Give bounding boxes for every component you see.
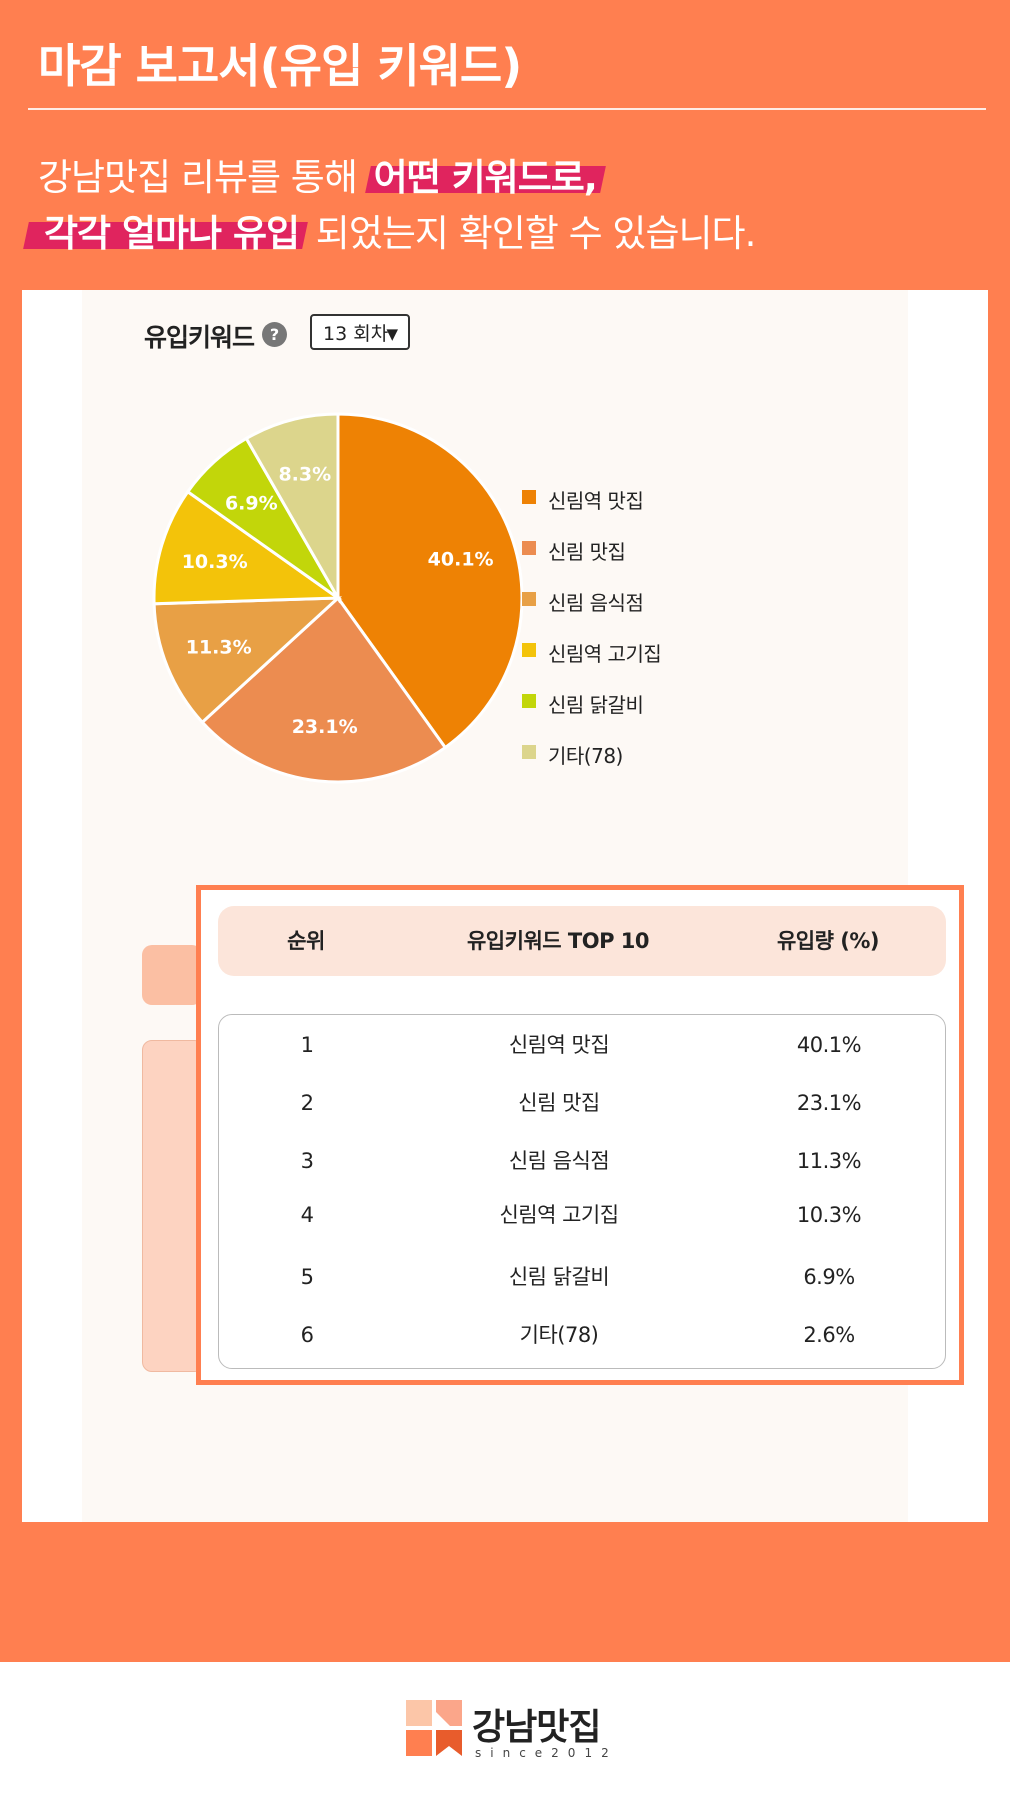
header-keyword: 유입키워드 TOP 10 xyxy=(466,929,650,953)
table-body: 1 신림역 맛집 40.1% 2 신림 맛집 23.1% 3 신림 음식점 11… xyxy=(218,1014,946,1369)
legend-label: 기타(78) xyxy=(548,744,623,768)
pie-slice xyxy=(244,412,340,604)
pie-slice xyxy=(152,596,342,725)
legend-swatch xyxy=(522,643,536,657)
table-row: 3 신림 음식점 11.3% xyxy=(219,1141,945,1181)
row-rank: 1 xyxy=(300,1033,314,1057)
table-deco-page xyxy=(142,1040,204,1372)
legend-swatch xyxy=(522,745,536,759)
table-row: 4 신림역 고기집 10.3% xyxy=(219,1195,945,1235)
round-select[interactable]: 13 회차 ▼ xyxy=(310,314,410,350)
table-row: 1 신림역 맛집 40.1% xyxy=(219,1025,945,1065)
legend-swatch xyxy=(522,592,536,606)
footer: 강남맛집 since2012 xyxy=(0,1662,1010,1800)
pie-slice-label: 6.9% xyxy=(225,493,278,515)
report-title: 마감 보고서(유입 키워드) xyxy=(38,39,522,93)
intro-line-2: 각각 얼마나 유입 되었는지 확인할 수 있습니다. xyxy=(38,206,757,262)
row-rank: 2 xyxy=(300,1091,314,1115)
legend-label: 신림 맛집 xyxy=(548,540,626,564)
row-share: 11.3% xyxy=(796,1149,862,1173)
legend-swatch xyxy=(522,541,536,555)
row-keyword: 신림역 맛집 xyxy=(508,1033,610,1057)
pie-slice xyxy=(152,489,343,606)
brand-name: 강남맛집 xyxy=(472,1707,601,1748)
legend-label: 신림역 고기집 xyxy=(548,642,662,666)
table-row: 5 신림 닭갈비 6.9% xyxy=(219,1257,945,1297)
pie-slice-label: 10.3% xyxy=(182,551,248,573)
brand-tagline: since2012 xyxy=(475,1746,618,1760)
header-divider xyxy=(28,108,986,110)
brand-logo-icon xyxy=(406,1700,462,1756)
row-keyword: 신림역 고기집 xyxy=(499,1203,619,1227)
report-panel: 유입키워드 ? 13 회차 ▼ 40.1% 23.1% 11.3% 10.3% 6.9%… xyxy=(22,290,988,1522)
table-row: 6 기타(78) 2.6% xyxy=(219,1315,945,1355)
intro-line-1-highlight: 어떤 키워드로, xyxy=(368,156,603,199)
chevron-down-icon: ▼ xyxy=(386,325,398,343)
pie-labels: 40.1% 23.1% 11.3% 10.3% 6.9%8.3% xyxy=(182,464,494,739)
header-rank: 순위 xyxy=(287,929,325,953)
row-share: 23.1% xyxy=(796,1091,862,1115)
pie-chart: 40.1% 23.1% 11.3% 10.3% 6.9%8.3% xyxy=(152,412,524,784)
row-share: 2.6% xyxy=(803,1323,855,1347)
pie-slice xyxy=(336,412,524,750)
keyword-label: 유입키워드 xyxy=(144,323,255,352)
intro-line-1: 강남맛집 리뷰를 통해 어떤 키워드로, xyxy=(38,150,755,206)
help-icon[interactable]: ? xyxy=(262,322,287,347)
row-keyword: 신림 맛집 xyxy=(518,1091,600,1115)
table-row: 2 신림 맛집 23.1% xyxy=(219,1083,945,1123)
row-rank: 3 xyxy=(300,1149,314,1173)
row-rank: 5 xyxy=(300,1265,314,1289)
pie-slice-label: 8.3% xyxy=(278,464,331,486)
pie-slice-label: 40.1% xyxy=(428,549,494,571)
intro-line-1-plain: 강남맛집 리뷰를 통해 xyxy=(38,156,368,199)
intro-line-2-plain: 되었는지 확인할 수 있습니다. xyxy=(305,212,757,255)
row-share: 10.3% xyxy=(796,1203,862,1227)
row-rank: 4 xyxy=(300,1203,314,1227)
pie-slice xyxy=(200,595,448,784)
row-share: 40.1% xyxy=(796,1033,862,1057)
intro-text: 강남맛집 리뷰를 통해 어떤 키워드로, 각각 얼마나 유입 되었는지 확인할 … xyxy=(38,150,757,262)
legend-label: 신림 닭갈비 xyxy=(548,693,644,717)
legend-label: 신림역 맛집 xyxy=(548,489,644,513)
header-share: 유입량 (%) xyxy=(776,929,880,953)
legend-swatch xyxy=(522,490,536,504)
pie-slices xyxy=(152,412,524,784)
pie-slice-label: 11.3% xyxy=(186,637,252,659)
row-share: 6.9% xyxy=(803,1265,855,1289)
legend-label: 신림 음식점 xyxy=(548,591,644,615)
table-deco-tab xyxy=(142,945,202,1005)
row-keyword: 기타(78) xyxy=(519,1323,599,1347)
legend-swatch xyxy=(522,694,536,708)
round-select-value: 13 회차 xyxy=(323,323,389,345)
row-keyword: 신림 음식점 xyxy=(508,1149,610,1173)
pie-slice-label: 23.1% xyxy=(292,716,358,738)
table-header: 순위 유입키워드 TOP 10 유입량 (%) xyxy=(218,906,946,976)
row-rank: 6 xyxy=(300,1323,314,1347)
row-keyword: 신림 닭갈비 xyxy=(508,1265,610,1289)
intro-line-2-highlight: 각각 얼마나 유입 xyxy=(38,212,305,255)
